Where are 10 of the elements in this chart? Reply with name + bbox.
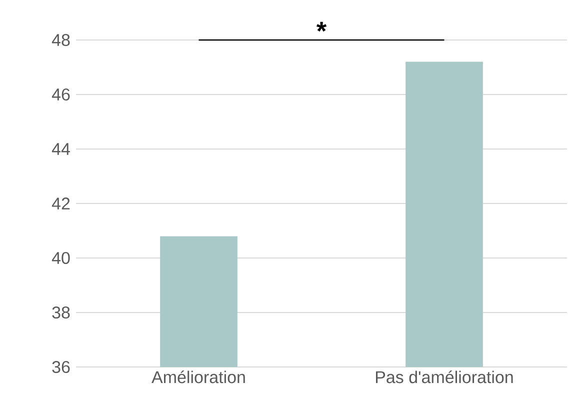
y-tick-label: 46 (52, 88, 70, 101)
y-tick-label: 36 (52, 360, 70, 374)
y-tick-label: 44 (52, 143, 70, 155)
y-tick-label: 38 (52, 306, 70, 319)
y-tick-label: 40 (52, 252, 70, 264)
x-tick-label: Pas d'amélioration (376, 370, 513, 384)
y-tick-label: 42 (52, 198, 70, 210)
y-tick-label: 48 (52, 34, 70, 46)
text: * (316, 22, 327, 32)
x-tick-label: Amélioration (152, 370, 245, 384)
